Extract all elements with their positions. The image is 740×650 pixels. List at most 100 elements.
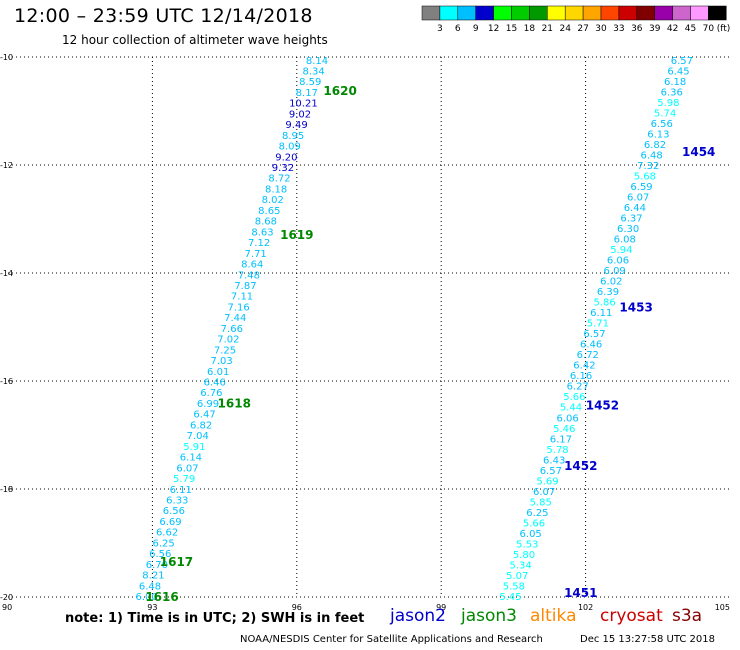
colorbar-swatch [511,5,530,21]
swh-value: 6.42 [573,361,595,372]
swh-value: 7.04 [187,431,209,442]
y-tick-label: -14 [0,269,13,278]
colorbar-swatch [636,5,655,21]
swh-value: 6.14 [180,453,202,464]
swh-value: 9.02 [289,109,311,120]
swh-value: 6.16 [570,371,592,382]
swh-value: 5.53 [516,539,538,550]
legend-s3a: s3a [672,606,703,626]
time-label-layer: 1616 1617 1618 1619 1620 1451 1452 1452 1453 1454 [145,84,715,604]
swh-value: 5.45 [499,592,521,603]
swh-value: 6.07 [533,487,555,498]
y-tick-label: -12 [0,161,13,170]
swh-value: 6.45 [667,66,689,77]
swh-value: 5.86 [593,298,615,309]
swh-value: 6.62 [156,528,178,539]
swh-value: 8.21 [142,571,164,582]
colorbar-swatch [600,5,620,21]
swh-value: 7.02 [217,335,239,346]
colorbar-swatch [439,5,459,21]
swh-value: 6.25 [526,508,548,519]
swh-value: 7.66 [221,324,243,335]
swh-value: 8.18 [265,184,287,195]
swh-value: 9.49 [285,120,307,131]
swh-value: 7.71 [245,249,267,260]
swh-value: 6.99 [197,399,219,410]
swh-value: 7.48 [238,270,260,281]
generated-timestamp: Dec 15 13:27:58 UTC 2018 [580,634,715,645]
y-tick-label: -18 [0,485,13,494]
swh-value: 5.66 [523,518,545,529]
swh-value: 5.58 [503,581,525,592]
colorbar-label: 42 [667,24,678,34]
swh-value: 6.08 [614,235,636,246]
y-tick-label: -16 [0,377,13,386]
swh-value: 5.68 [634,171,656,182]
swh-value: 6.07 [627,192,649,203]
x-tick-label: 93 [147,603,157,612]
grid-layer [8,56,730,598]
swh-value: 5.94 [610,245,632,256]
colorbar-swatch [618,5,638,21]
swh-value: 6.57 [540,466,562,477]
colorbar-label: 39 [649,24,661,34]
time-label: 1452 [586,398,619,412]
swh-value: 6.33 [166,495,188,506]
x-tick-label: 102 [578,603,593,612]
colorbar-label: 24 [559,24,571,34]
time-label: 1618 [218,397,251,411]
colorbar-label: 30 [595,24,607,34]
swh-value: 6.59 [630,182,652,193]
swh-value: 6.13 [647,129,669,140]
time-label: 1452 [564,459,597,473]
colorbar-label: 12 [488,24,499,34]
swh-value: 8.02 [262,195,284,206]
swh-value: 5.07 [506,571,528,582]
colorbar-swatch [475,5,494,21]
time-label: 1620 [323,84,356,98]
y-tick-label: -10 [0,53,13,62]
swh-value: 6.36 [661,87,683,98]
track-layer: 6.006.488.216.706.566.256.626.696.566.33… [135,56,693,603]
swh-value: 6.05 [520,529,542,540]
colorbar-label: 15 [506,24,517,34]
colorbar-swatch [421,5,441,21]
time-label: 1616 [145,590,178,604]
swh-value: 7.87 [234,281,256,292]
swh-value: 6.56 [163,506,185,517]
colorbar-swatch [690,5,709,21]
swh-value: 6.02 [600,277,622,288]
swh-value: 5.80 [513,550,535,561]
swh-value: 6.11 [590,308,612,319]
swh-value: 8.17 [296,88,318,99]
swh-value: 6.17 [550,434,572,445]
swh-value: 6.82 [190,420,212,431]
swh-value: 6.06 [607,256,629,267]
swh-value: 6.11 [170,485,192,496]
swh-value: 8.65 [258,206,280,217]
colorbar-unit: (ft) [717,24,731,34]
axis-layer: 90 93 96 99 102 105 -10 -12 -14 -16 -18 -20 [0,53,730,612]
chart-subtitle: 12 hour collection of altimeter wave hei… [62,33,328,47]
swh-value: 5.71 [587,319,609,330]
swh-value: 5.74 [654,108,676,119]
swh-value: 5.46 [553,424,575,435]
legend-altika: altika [530,606,577,626]
swh-value: 6.48 [139,581,161,592]
chart-title: 12:00 – 23:59 UTC 12/14/2018 [14,5,313,27]
swh-value: 7.03 [210,356,232,367]
colorbar-swatch [564,5,584,21]
swh-value: 8.64 [241,260,263,271]
colorbar-swatch [708,5,727,21]
swh-value: 5.78 [546,445,568,456]
swh-value: 6.82 [644,140,666,151]
colorbar-label: 18 [524,24,536,34]
swh-value: 6.56 [651,119,673,130]
swh-value: 6.44 [624,203,646,214]
footer-note: note: 1) Time is in UTC; 2) SWH is in fe… [65,611,365,626]
colorbar-label: 21 [542,24,553,34]
swh-value: 10.21 [289,99,318,110]
colorbar-label: 9 [473,24,479,34]
time-label: 1619 [280,228,313,242]
